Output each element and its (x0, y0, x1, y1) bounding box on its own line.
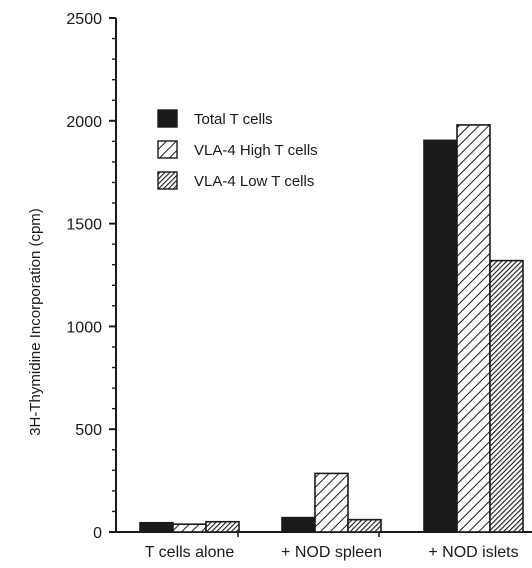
y-tick-label: 1000 (66, 319, 102, 336)
legend-label: VLA-4 Low T cells (194, 173, 314, 190)
bar-1-3 (423, 139, 458, 533)
legend-label: Total T cells (194, 111, 273, 128)
x-category-label: + NOD spleen (281, 544, 382, 561)
legend-label: VLA-4 High T cells (194, 142, 318, 159)
legend-swatch (157, 171, 178, 190)
y-tick-label: 2000 (66, 114, 102, 131)
bar-2-3 (456, 124, 491, 533)
legend-swatch (157, 140, 178, 159)
y-tick-label: 1500 (66, 217, 102, 234)
bars (139, 124, 524, 533)
bar-3-1 (205, 520, 240, 533)
bar-2-2 (314, 472, 349, 533)
bar-3-2 (347, 518, 382, 533)
y-tick-label: 0 (93, 525, 102, 542)
x-category-label: T cells alone (145, 544, 235, 561)
bar-2-1 (172, 523, 207, 533)
legend: Total T cells VLA-4 High T cells VLA-4 Low… (157, 109, 318, 190)
y-tick-label: 2500 (66, 11, 102, 28)
y-axis-label: 3H-Thymidine Incorporation (cpm) (27, 208, 44, 436)
bar-3-3 (489, 259, 524, 533)
legend-swatch (157, 109, 178, 128)
x-category-label: + NOD islets (428, 544, 518, 561)
y-tick-label: 500 (75, 422, 102, 439)
bar-1-2 (281, 516, 316, 533)
bar-1-1 (139, 521, 174, 533)
